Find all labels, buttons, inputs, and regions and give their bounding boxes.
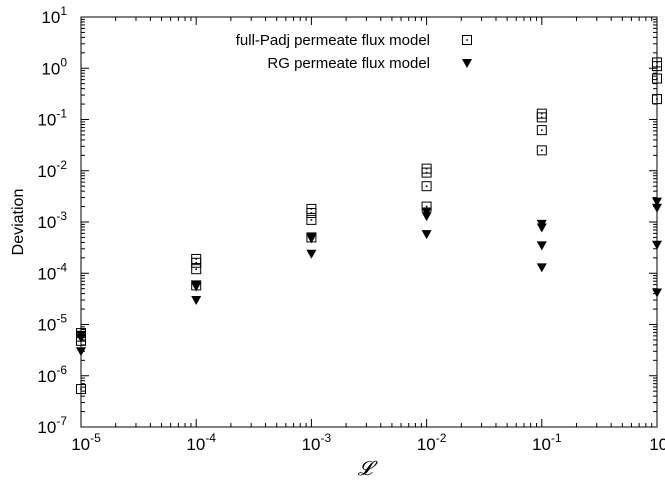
data-point-full-padj	[652, 94, 662, 105]
x-tick-label: 100	[649, 431, 665, 454]
y-tick-label: 10-7	[37, 414, 67, 437]
legend-label: RG permeate flux model	[267, 55, 430, 72]
data-point-rg	[652, 197, 662, 207]
data-point-full-padj	[76, 384, 86, 395]
data-point-rg	[421, 230, 432, 240]
legend-label: full-Padj permeate flux model	[236, 32, 430, 49]
y-tick-label: 10-6	[37, 363, 67, 386]
data-point-full-padj	[306, 214, 317, 225]
x-tick-label: 10-3	[302, 431, 332, 454]
data-point-full-padj	[536, 112, 547, 123]
data-point-rg	[76, 333, 86, 343]
data-point-full-padj	[191, 257, 202, 268]
y-axis-label: Deviation	[10, 189, 27, 256]
y-tick-label: 101	[41, 4, 67, 27]
data-point-rg	[191, 282, 202, 292]
data-point-rg	[421, 212, 432, 222]
data-point-full-padj	[421, 181, 432, 192]
data-point-rg	[76, 347, 86, 357]
tick-labels: 10-5 10-4 10-3 10-2 10-1 100 10-7 10-6 10-5 10-4 1…	[37, 4, 665, 454]
data-point-rg	[536, 223, 547, 233]
data-point-full-padj	[421, 167, 432, 178]
data-point-rg	[536, 263, 547, 273]
x-tick-label: 10-4	[186, 431, 216, 454]
plot-frame	[80, 16, 658, 428]
y-tick-label: 10-5	[37, 312, 67, 335]
y-tick-label: 10-3	[37, 209, 67, 232]
legend: full-Padj permeate flux model RG permeate…	[236, 32, 472, 72]
data-markers	[76, 57, 662, 395]
legend-marker-triangle	[462, 59, 472, 68]
y-tick-label: 100	[41, 55, 67, 78]
data-point-full-padj	[421, 163, 432, 174]
y-tick-label: 10-2	[37, 158, 67, 181]
y-tick-label: 10-1	[37, 107, 67, 130]
data-point-rg	[421, 207, 432, 217]
data-point-full-padj	[652, 61, 662, 72]
x-axis-label: 𝓛	[358, 456, 378, 480]
data-point-rg	[652, 288, 662, 298]
data-point-rg	[191, 296, 202, 306]
x-tick-label: 10-5	[71, 431, 101, 454]
data-point-rg	[652, 240, 662, 250]
data-point-rg	[536, 241, 547, 251]
data-point-rg	[652, 203, 662, 213]
data-point-full-padj	[191, 264, 202, 275]
x-tick-label: 10-2	[417, 431, 447, 454]
data-point-full-padj	[652, 73, 662, 84]
y-tick-label: 10-4	[37, 260, 67, 283]
data-point-full-padj	[536, 125, 547, 136]
data-point-full-padj	[306, 207, 317, 218]
data-point-rg	[306, 249, 317, 259]
x-tick-label: 10-1	[532, 431, 562, 454]
data-point-rg	[306, 234, 317, 244]
axis-ticks	[80, 16, 658, 428]
data-point-full-padj	[536, 145, 547, 156]
legend-marker-square	[462, 35, 472, 45]
